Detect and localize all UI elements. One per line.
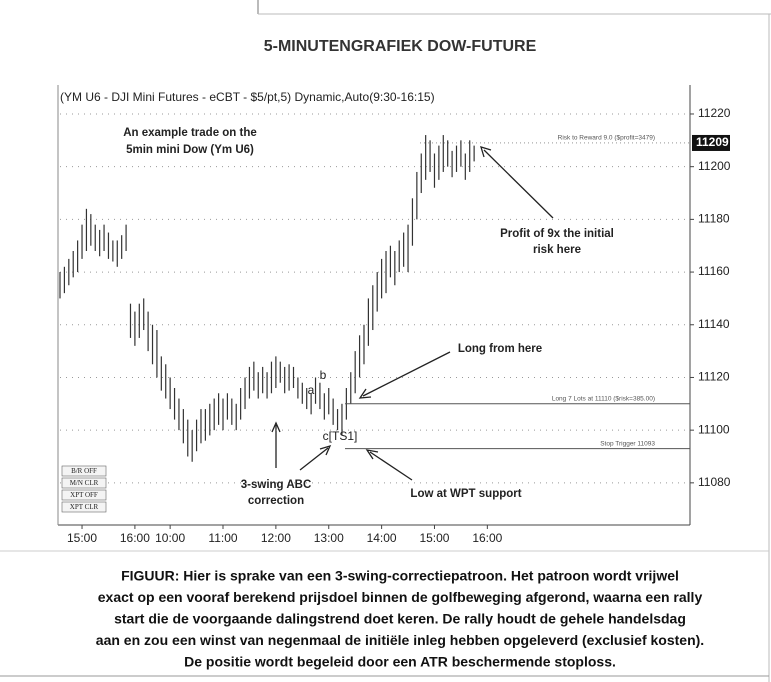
caption-line: start die de voorgaande dalingstrend doe… [114,611,686,627]
y-tick-label: 11200 [698,159,731,173]
y-tick-label: 11080 [698,475,731,489]
level-label: Stop Trigger 11093 [600,440,655,447]
annotation: risk here [533,244,581,256]
x-tick-label: 10:00 [155,531,185,545]
chart-header: (YM U6 - DJI Mini Futures - eCBT - $5/pt… [60,90,435,104]
button [61,477,107,489]
annotation: a [308,383,315,397]
x-tick-label: 13:00 [314,531,344,545]
level-label: Long 7 Lots at 11110 ($risk=385.00) [552,396,655,403]
y-tick-label: 11120 [698,370,730,384]
caption-line: aan en zou een winst van negenmaal de in… [96,632,704,648]
annotation: An example trade on the [123,127,257,139]
x-tick-label: 11:00 [208,531,237,545]
price-box [692,134,730,151]
x-tick-label: 14:00 [367,531,397,545]
x-tick-label: 12:00 [261,531,291,545]
y-tick-label: 11180 [698,212,730,226]
button-label: XPT CLR [70,503,99,511]
button-label: M/N CLR [70,479,99,487]
x-tick-label: 15:00 [67,531,97,545]
x-tick-label: 16:00 [472,531,502,545]
level-label: Risk to Reward 9.0 ($profit=3479) [558,135,655,142]
y-tick-label: 11220 [698,106,731,120]
annotation: correction [248,495,304,507]
annotation: Low at WPT support [410,488,521,500]
arrows [271,146,554,481]
caption-line: FIGUUR: Hier is sprake van een 3-swing-c… [121,568,679,584]
annotation: c[TS1] [323,429,358,443]
y-tick-label: 11160 [698,264,730,278]
button [61,465,107,477]
button [61,501,107,513]
x-tick-label: 15:00 [419,531,449,545]
title: 5-MINUTENGRAFIEK DOW-FUTURE [264,38,537,55]
annotation: 3-swing ABC [241,479,312,491]
annotation: Long from here [458,343,542,355]
annotation: Profit of 9x the initial [500,228,614,240]
button [61,489,107,501]
annotation: 5min mini Dow (Ym U6) [126,144,254,156]
caption-line: exact op een vooraf berekend prijsdoel b… [98,589,703,605]
button-label: B/R OFF [71,467,97,475]
annotation: b [320,368,327,382]
caption-line: De positie wordt begeleid door een ATR b… [184,654,616,670]
x-tick-label: 16:00 [120,531,150,545]
price-box-label: 11209 [696,135,729,149]
y-tick-label: 11140 [698,317,730,331]
y-tick-label: 11100 [698,422,730,436]
button-label: XPT OFF [70,491,98,499]
